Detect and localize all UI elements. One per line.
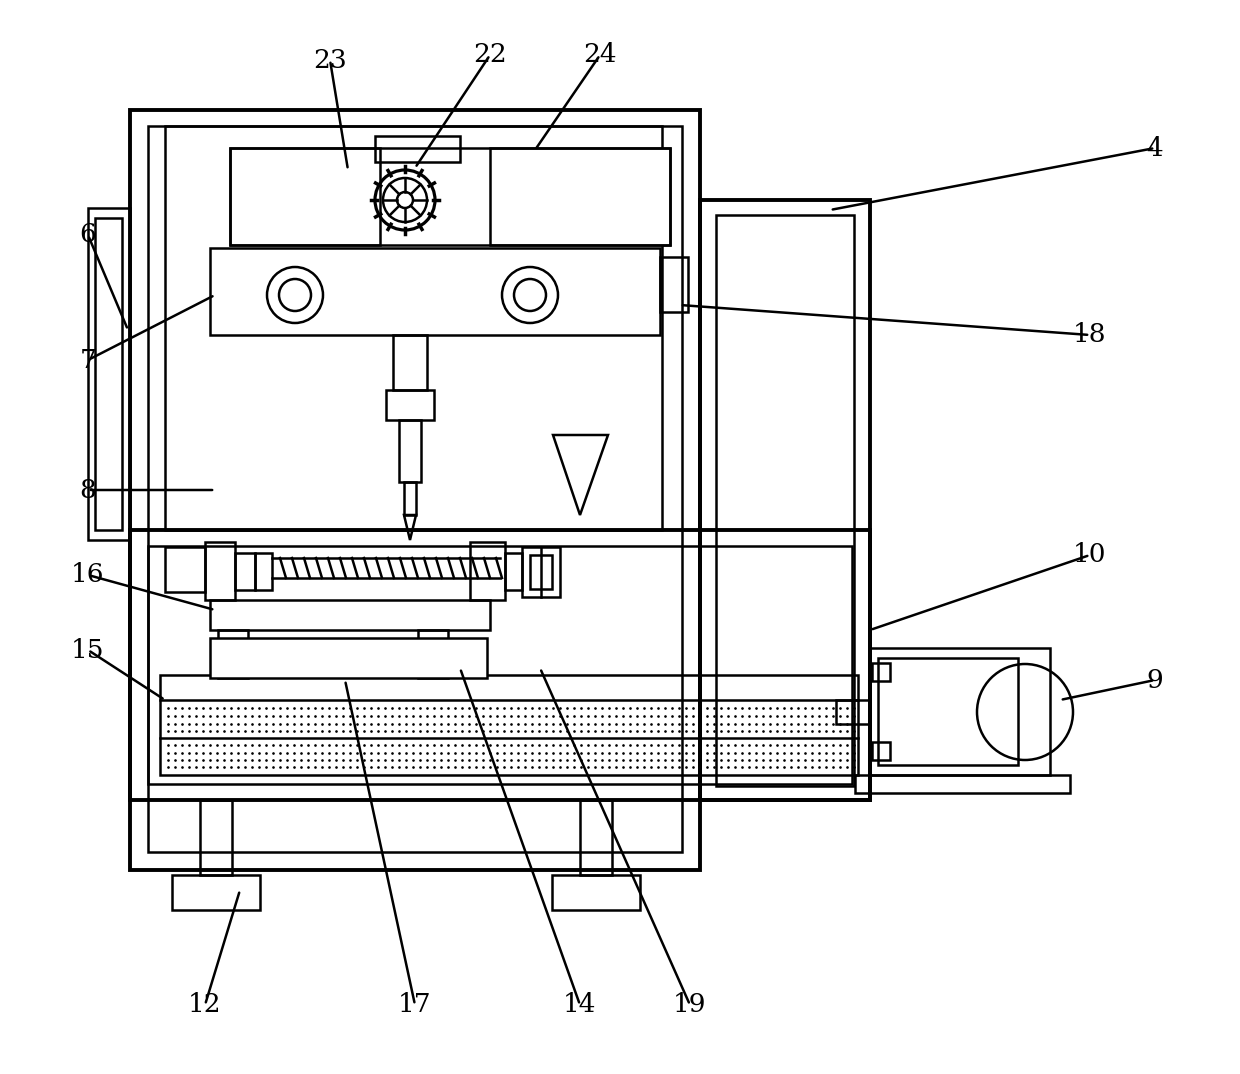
Bar [172, 875, 260, 910]
Bar [148, 546, 852, 784]
Text: 9: 9 [1147, 668, 1163, 693]
Bar [218, 630, 248, 678]
Bar [393, 335, 427, 390]
Bar [529, 555, 552, 589]
Bar [505, 553, 522, 590]
Bar [470, 542, 505, 600]
Bar [374, 136, 460, 162]
Bar [165, 547, 205, 592]
Bar [160, 674, 858, 775]
Bar [148, 126, 682, 852]
Text: 18: 18 [1074, 322, 1107, 348]
Bar [836, 700, 870, 724]
Text: 4: 4 [1147, 135, 1163, 160]
Bar [229, 148, 670, 245]
Bar [229, 148, 379, 245]
Text: 15: 15 [71, 638, 104, 663]
Text: 24: 24 [583, 43, 616, 68]
Bar [255, 553, 272, 590]
Bar [205, 542, 236, 600]
Text: 16: 16 [71, 563, 104, 587]
Text: 14: 14 [563, 992, 596, 1017]
Bar [236, 553, 255, 590]
Bar [552, 875, 640, 910]
Text: 17: 17 [398, 992, 432, 1017]
Bar [210, 638, 487, 678]
Text: 7: 7 [79, 348, 97, 373]
Bar [130, 110, 701, 870]
Bar [130, 529, 870, 800]
Bar [701, 200, 870, 800]
Bar [872, 742, 890, 760]
Bar [490, 148, 670, 245]
Text: 23: 23 [314, 47, 347, 73]
Bar [88, 208, 130, 540]
Bar [418, 630, 448, 678]
Bar [200, 800, 232, 875]
Text: 19: 19 [673, 992, 707, 1017]
Text: 22: 22 [474, 43, 507, 68]
Bar [872, 663, 890, 681]
Bar [95, 218, 122, 529]
Bar [870, 648, 1050, 775]
Text: 8: 8 [79, 478, 97, 503]
Bar [580, 800, 613, 875]
Text: 6: 6 [79, 222, 97, 247]
Bar [404, 482, 415, 516]
Bar [878, 658, 1018, 765]
Bar [856, 775, 1070, 793]
Bar [522, 547, 560, 597]
Bar [660, 257, 688, 313]
Bar [386, 390, 434, 420]
Bar [399, 420, 422, 482]
Bar [210, 248, 660, 335]
Text: 12: 12 [188, 992, 222, 1017]
Bar [165, 126, 662, 529]
Bar [210, 600, 490, 630]
Text: 10: 10 [1074, 542, 1107, 567]
Bar [715, 215, 854, 786]
